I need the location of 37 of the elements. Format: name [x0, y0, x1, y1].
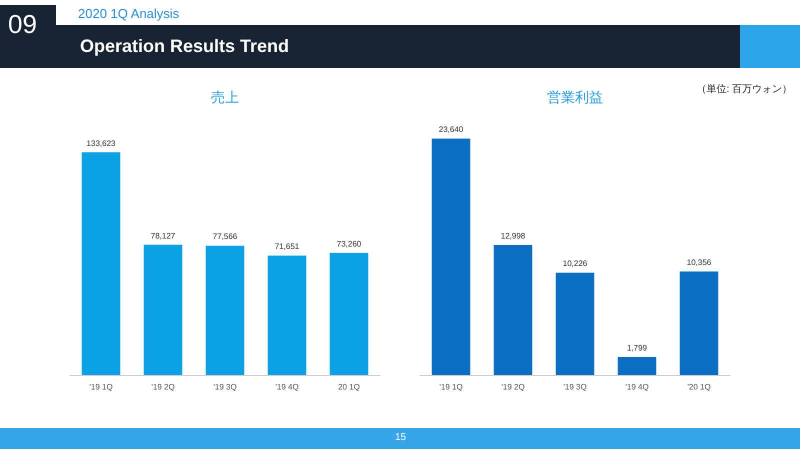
x-tick-label: '19 2Q — [151, 382, 175, 392]
data-label: 77,566 — [212, 232, 238, 242]
data-label: 23,640 — [438, 125, 464, 134]
data-label: 73,260 — [336, 239, 362, 248]
x-tick-label: '19 1Q — [439, 382, 463, 392]
text: （単位: 百万ウォン） — [696, 83, 792, 96]
bar — [432, 138, 470, 375]
x-tick-label: 20 1Q — [338, 382, 360, 392]
x-tick-label: '19 1Q — [89, 382, 113, 392]
chart-title: 売上 — [211, 89, 239, 105]
data-label: 10,356 — [686, 258, 712, 267]
bar — [618, 357, 656, 375]
bar — [494, 245, 532, 375]
chart-title: 営業利益 — [547, 89, 603, 105]
bar — [206, 246, 244, 375]
bar — [82, 152, 120, 375]
bar — [144, 244, 182, 375]
x-tick-label: '19 4Q — [625, 382, 649, 392]
bar — [556, 272, 594, 375]
x-tick-label: '19 2Q — [501, 382, 525, 392]
data-label: 133,623 — [86, 138, 116, 148]
data-label: 10,226 — [562, 259, 588, 268]
data-label: 12,998 — [500, 232, 526, 241]
bar — [680, 271, 718, 375]
x-tick-label: '19 3Q — [213, 382, 237, 392]
bar — [330, 252, 368, 375]
text: 09 — [8, 9, 37, 40]
text: 2020 1Q Analysis — [78, 6, 180, 21]
text: 15 — [395, 432, 406, 443]
data-label: 71,651 — [274, 242, 300, 252]
data-label: 1,799 — [626, 344, 648, 353]
x-tick-label: '19 3Q — [563, 382, 587, 392]
text: Operation Results Trend — [80, 36, 290, 57]
x-tick-label: '20 1Q — [687, 382, 711, 392]
x-tick-label: '19 4Q — [275, 382, 299, 392]
data-label: 78,127 — [150, 231, 176, 240]
bar — [268, 256, 306, 375]
